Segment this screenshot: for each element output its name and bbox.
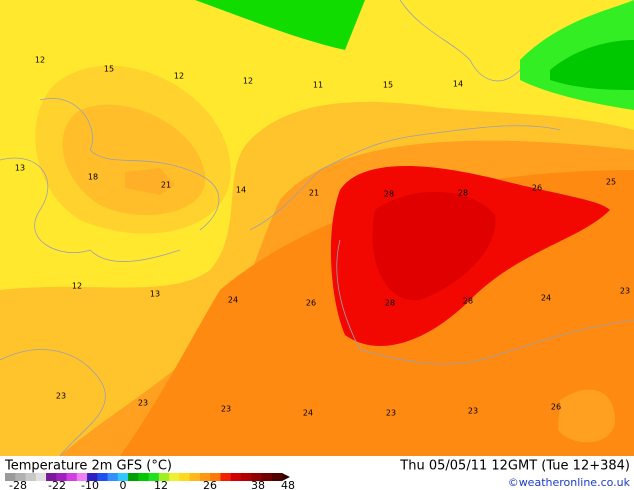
colorbar-label: -22	[48, 479, 66, 490]
colorbar-label: 26	[203, 479, 217, 490]
temperature-label: 25	[606, 178, 616, 187]
temperature-label: 15	[383, 81, 393, 90]
colorbar-label: 0	[120, 479, 127, 490]
map-title: Temperature 2m GFS (°C)	[4, 459, 172, 474]
colorbar-arrow	[282, 473, 290, 481]
temperature-label: 15	[104, 65, 114, 74]
colorbar-swatch	[56, 473, 68, 481]
colorbar-swatch	[117, 473, 129, 481]
colorbar-swatch	[66, 473, 78, 481]
credit: ©weatheronline.co.uk	[508, 476, 631, 489]
colorbar-swatch	[179, 473, 191, 481]
temperature-label: 12	[72, 282, 82, 291]
colorbar-swatch	[169, 473, 180, 481]
temperature-label: 13	[150, 290, 160, 299]
colorbar-swatch	[87, 473, 98, 481]
colorbar-swatch	[261, 473, 273, 481]
temperature-label: 28	[463, 297, 473, 306]
colorbar-label: -10	[81, 479, 99, 490]
colorbar-swatch	[35, 473, 47, 481]
colorbar-swatch	[240, 473, 252, 481]
colorbar-swatch	[199, 473, 211, 481]
colorbar-swatch	[251, 473, 262, 481]
colorbar-swatch	[158, 473, 170, 481]
colorbar-swatch	[271, 473, 283, 481]
colorbar-swatch	[5, 473, 16, 481]
temperature-label: 26	[551, 403, 561, 412]
colorbar-swatch	[46, 473, 57, 481]
colorbar-swatch	[210, 473, 221, 481]
map-labels: 12 15 12 12 11 15 14 13 18 21 14 21 28 28 26 25 12 13 24 26…	[15, 56, 630, 418]
temperature-label: 26	[532, 184, 542, 193]
temperature-label: 24	[541, 294, 551, 303]
temperature-label: 28	[385, 299, 395, 308]
colorbar: -28 -22 -10 0 12 26 38 48	[5, 473, 295, 490]
temperature-label: 23	[56, 392, 66, 401]
colorbar-swatch	[128, 473, 139, 481]
temperature-label: 23	[221, 405, 231, 414]
colorbar-label: -28	[9, 479, 27, 490]
colorbar-swatch	[189, 473, 201, 481]
temperature-label: 23	[620, 287, 630, 296]
colorbar-swatch	[138, 473, 150, 481]
colorbar-swatch	[15, 473, 27, 481]
colorbar-swatch	[220, 473, 232, 481]
colorbar-label: 48	[281, 479, 295, 490]
temperature-field	[0, 0, 634, 456]
colorbar-swatch	[107, 473, 119, 481]
colorbar-swatch	[97, 473, 109, 481]
temperature-label: 12	[243, 77, 253, 86]
temperature-label: 23	[138, 399, 148, 408]
temperature-label: 13	[15, 164, 25, 173]
temperature-label: 23	[386, 409, 396, 418]
temperature-label: 14	[453, 80, 463, 89]
temperature-label: 21	[161, 181, 171, 190]
temperature-label: 21	[309, 189, 319, 198]
temperature-label: 14	[236, 186, 246, 195]
colorbar-swatch	[25, 473, 37, 481]
colorbar-swatch	[76, 473, 88, 481]
temperature-label: 11	[313, 81, 323, 90]
temperature-label: 24	[228, 296, 238, 305]
colorbar-label: 38	[251, 479, 265, 490]
temperature-label: 24	[303, 409, 313, 418]
temperature-label: 23	[468, 407, 478, 416]
colorbar-swatch	[148, 473, 160, 481]
temperature-label: 12	[35, 56, 45, 65]
temperature-label: 28	[458, 189, 468, 198]
colorbar-swatch	[230, 473, 242, 481]
temperature-label: 26	[306, 299, 316, 308]
coastlines	[0, 0, 634, 457]
temperature-label: 28	[384, 190, 394, 199]
run-time: Thu 05/05/11 12GMT (Tue 12+384)	[399, 459, 630, 474]
temperature-label: 12	[174, 72, 184, 81]
colorbar-label: 12	[154, 479, 168, 490]
temperature-label: 18	[88, 173, 98, 182]
